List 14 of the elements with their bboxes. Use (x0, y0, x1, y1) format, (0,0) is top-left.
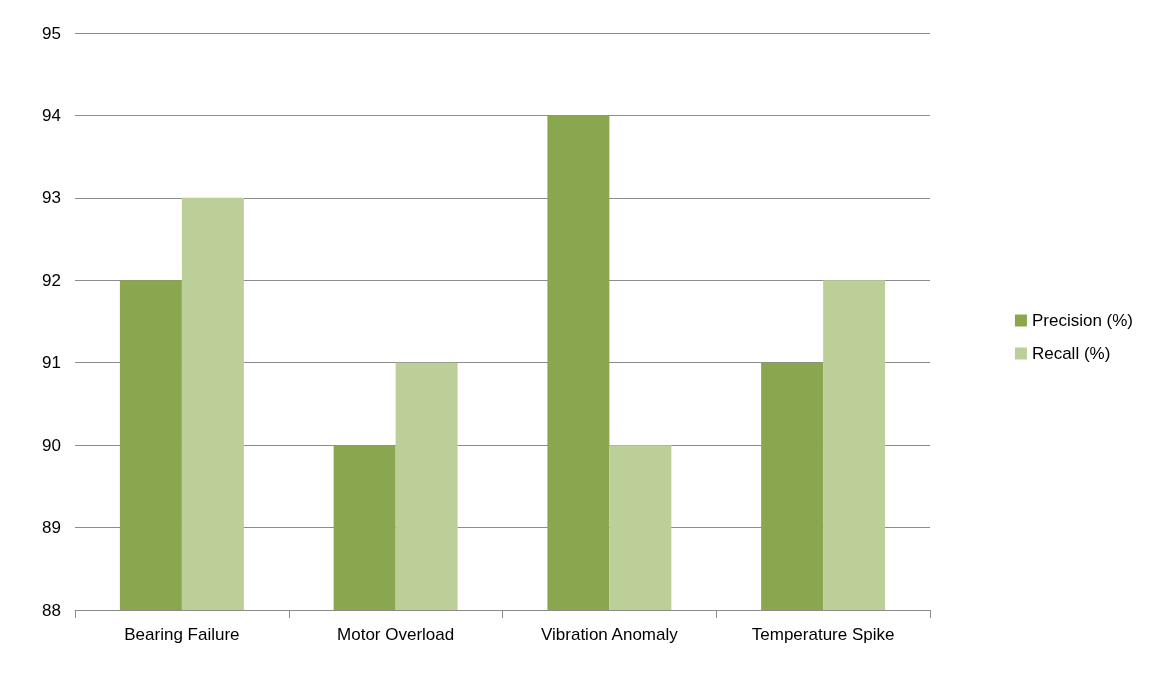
legend-label: Precision (%) (1031, 311, 1134, 330)
x-tick-label: Bearing Failure (124, 625, 240, 644)
y-tick-label: 88 (42, 600, 61, 620)
y-tick-label: 91 (42, 353, 61, 373)
legend-label: Recall (%) (1031, 344, 1111, 363)
y-tick-label: 93 (42, 188, 61, 208)
y-tick-label: 92 (42, 270, 61, 290)
y-tick-label: 94 (42, 105, 61, 125)
y-tick-label: 95 (42, 23, 61, 43)
y-tick-label: 89 (42, 518, 61, 538)
x-tick-label: Motor Overload (337, 625, 455, 644)
x-tick-label: Vibration Anomaly (541, 625, 679, 644)
y-tick-label: 90 (42, 435, 61, 455)
x-tick-label: Temperature Spike (751, 625, 895, 644)
